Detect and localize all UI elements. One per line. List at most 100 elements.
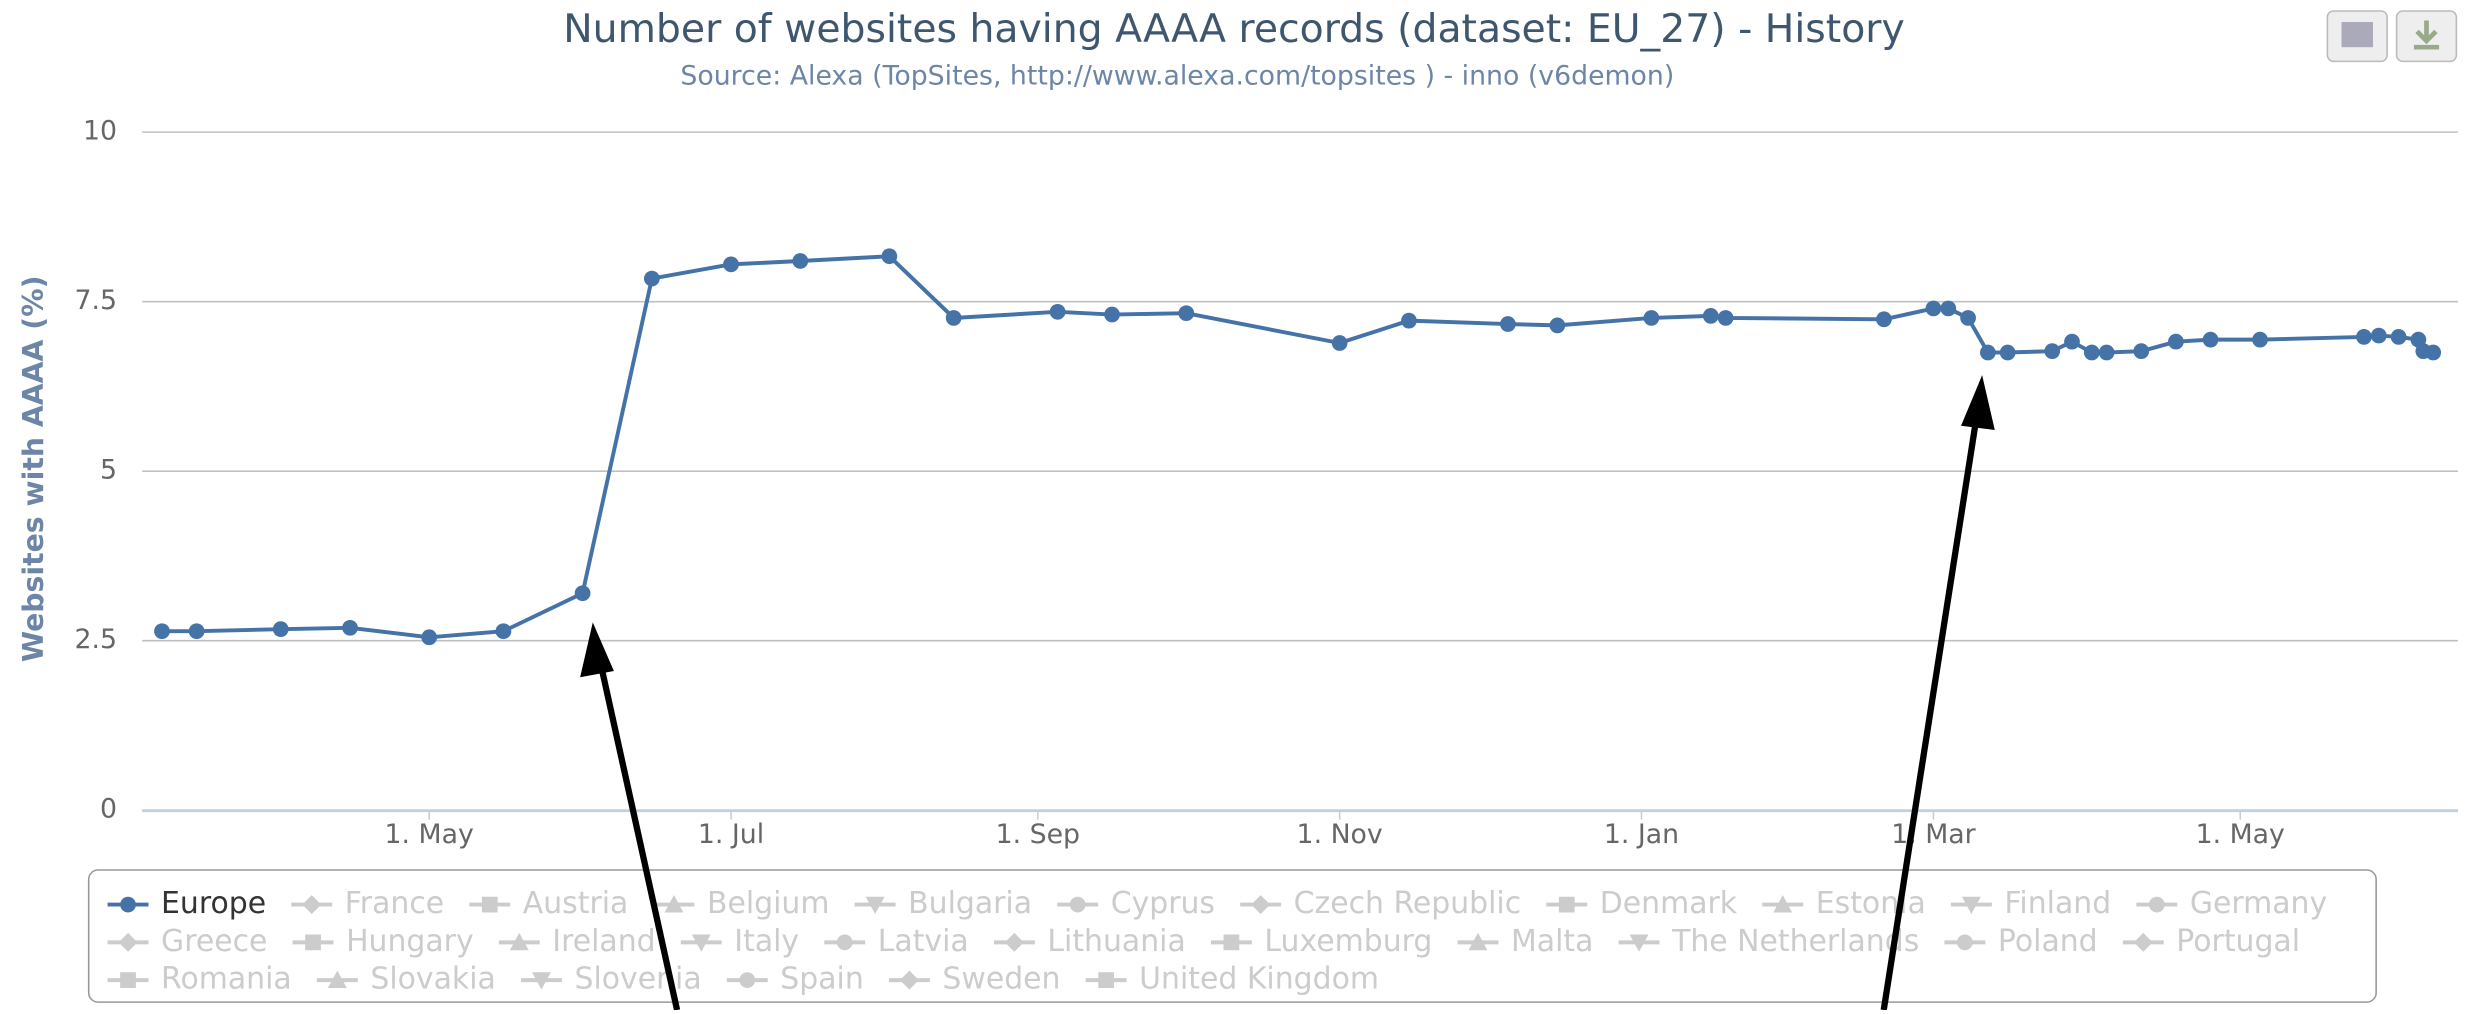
legend-label: Cyprus (1111, 886, 1215, 921)
legend-marker (1558, 896, 1575, 913)
legend-marker (509, 932, 529, 951)
annotation-arrows (580, 375, 1995, 1011)
data-point (1401, 312, 1417, 329)
legend-marker (120, 972, 136, 988)
legend-label: Luxemburg (1264, 924, 1432, 959)
legend-label: Malta (1511, 924, 1593, 959)
data-point (188, 623, 205, 640)
x-tick-label: 1. Nov (1297, 819, 1383, 850)
data-point (154, 623, 170, 640)
data-point (1702, 308, 1719, 324)
data-point (1960, 310, 1976, 326)
legend-marker (1223, 934, 1240, 951)
legend-marker (691, 934, 711, 952)
legend-marker (327, 970, 347, 988)
legend-label: Belgium (707, 886, 829, 921)
data-point (1049, 303, 1066, 320)
legend-label: Hungary (346, 924, 474, 959)
legend-marker (1957, 934, 1973, 951)
legend-label: Germany (2190, 886, 2327, 921)
x-tick-label: 1. Jan (1604, 819, 1679, 850)
legend-label: Sweden (942, 962, 1060, 997)
legend-marker (2148, 896, 2165, 913)
x-tick-label: 1. Mar (1891, 819, 1975, 850)
x-tick-label: 1. May (2196, 819, 2285, 850)
legend-label: Romania (161, 962, 292, 997)
data-point (2133, 343, 2150, 360)
legend-label: Slovakia (370, 962, 495, 997)
legend-marker (836, 934, 853, 951)
legend-label: The Netherlands (1671, 924, 1919, 959)
legend-marker (481, 896, 498, 913)
data-point (1500, 316, 1516, 332)
y-tick-label: 5 (100, 455, 117, 486)
data-point (574, 585, 591, 602)
data-point (2202, 331, 2219, 348)
data-point (342, 619, 358, 636)
legend-marker (1098, 972, 1114, 988)
legend-marker (120, 896, 136, 913)
data-point (2356, 329, 2372, 345)
data-point (643, 270, 660, 287)
y-axis-title: Websites with AAAA (%) (17, 275, 50, 662)
data-point (1980, 344, 1996, 361)
data-point (792, 253, 809, 269)
legend-label: United Kingdom (1139, 962, 1379, 997)
legend-marker (1629, 934, 1649, 952)
y-tick-label: 10 (83, 116, 117, 147)
legend-marker (1773, 895, 1793, 913)
legend-marker (305, 934, 321, 951)
legend-label: Denmark (1600, 886, 1738, 921)
export-button[interactable] (2395, 10, 2458, 63)
legend-label: Austria (523, 886, 629, 921)
legend-label: Ireland (552, 924, 655, 959)
legend-label: Lithuania (1047, 924, 1185, 959)
data-point (1717, 310, 1734, 326)
data-point (2044, 343, 2061, 360)
legend-label: Italy (734, 924, 799, 959)
data-point (1876, 311, 1892, 328)
y-tick-label: 2.5 (74, 624, 117, 655)
data-point (881, 248, 898, 265)
y-tick-label: 0 (100, 794, 117, 825)
data-point (1999, 344, 2016, 361)
legend-label: Portugal (2176, 924, 2300, 959)
data-point (2168, 333, 2184, 350)
series-line (161, 254, 2434, 640)
legend-label: Estonia (1816, 886, 1926, 921)
data-point (495, 623, 512, 640)
data-point (1178, 305, 1195, 322)
x-tick-label: 1. May (385, 819, 474, 850)
legend-label: Greece (161, 924, 267, 959)
legend-marker (1251, 895, 1271, 915)
legend-label: Bulgaria (908, 886, 1032, 921)
legend-marker (865, 896, 885, 915)
data-point (1331, 335, 1348, 351)
legend-label: Finland (2004, 886, 2111, 921)
legend-marker (1004, 932, 1024, 952)
legend-label: Latvia (878, 924, 969, 959)
data-point (2098, 344, 2115, 361)
legend-label: Spain (780, 962, 863, 997)
data-point (2390, 329, 2407, 345)
legend-marker (739, 972, 756, 988)
data-point (1104, 306, 1120, 323)
legend-marker (532, 972, 551, 990)
legend-marker (1069, 896, 1086, 913)
legend-label: Czech Republic (1294, 886, 1521, 921)
x-tick-label: 1. Sep (996, 819, 1080, 850)
data-point (272, 621, 289, 638)
print-button[interactable] (2326, 10, 2388, 63)
data-point (2370, 327, 2387, 344)
data-point (945, 310, 962, 326)
y-tick-label: 7.5 (74, 285, 117, 316)
data-point (723, 256, 739, 273)
data-point (1643, 310, 1660, 326)
legend-label: Poland (1998, 924, 2098, 959)
legend-label: Slovenia (574, 962, 701, 997)
legend-marker (1961, 896, 1981, 915)
data-point (1940, 300, 1957, 317)
legend-label: France (345, 886, 444, 921)
